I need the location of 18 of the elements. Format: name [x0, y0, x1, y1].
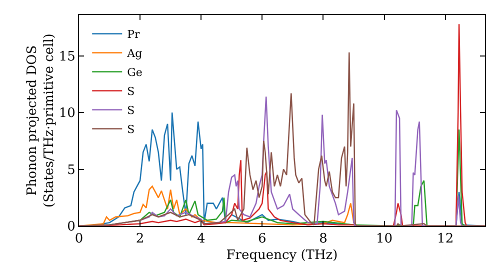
y-tick-label: 15	[58, 49, 76, 64]
x-tick-label: 6	[258, 232, 266, 247]
x-tick-label: 8	[319, 232, 328, 247]
legend-label: S	[127, 85, 135, 98]
legend-label: S	[127, 123, 135, 136]
x-tick-label: 2	[136, 232, 144, 247]
x-axis-title: Frequency (THz)	[226, 248, 338, 264]
legend-label: Ag	[126, 47, 142, 60]
y-tick-label: 10	[58, 106, 76, 122]
legend-label: Pr	[127, 28, 141, 42]
legend-label: S	[127, 104, 135, 118]
y-tick-label: 5	[67, 162, 76, 178]
x-tick-label: 12	[437, 232, 454, 247]
y-tick-label: 0	[67, 220, 76, 235]
x-tick-label: 4	[196, 232, 206, 247]
x-tick-label: 10	[376, 232, 393, 247]
legend-label: Ge	[127, 66, 142, 80]
y-axis-title: Phonon projected DOS (States/THz·primitive cell)	[24, 33, 57, 208]
